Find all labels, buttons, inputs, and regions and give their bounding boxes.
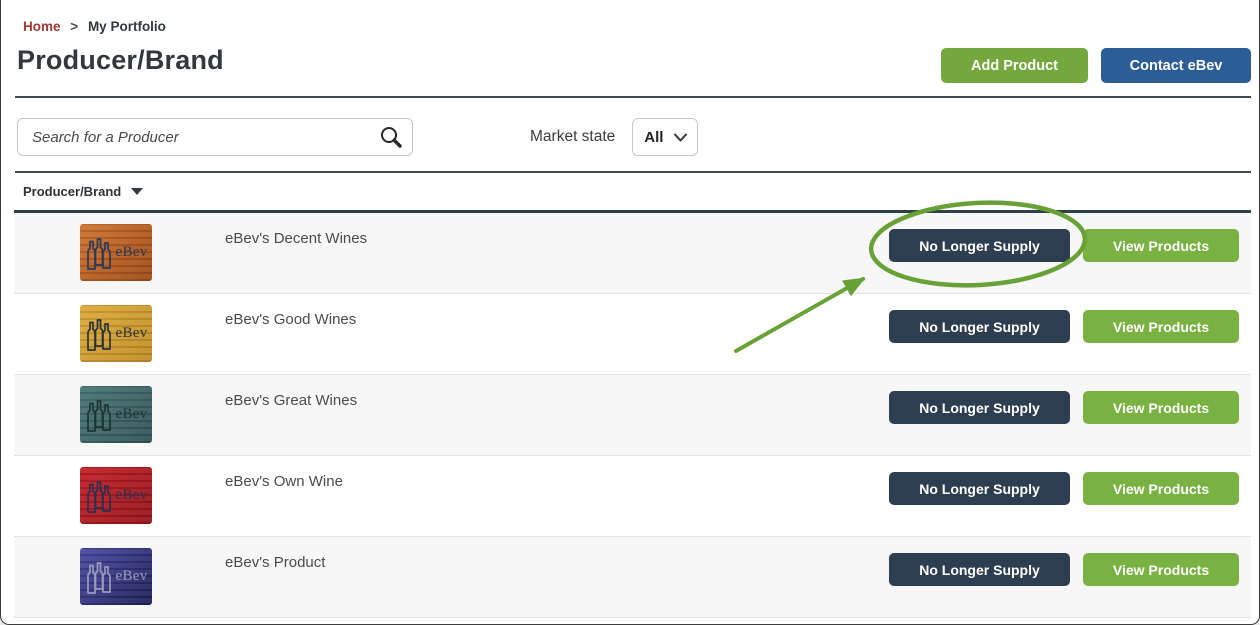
table-row: eBev eBev's Great Wines No Longer Supply…	[14, 375, 1251, 456]
row-actions: No Longer Supply View Products	[889, 229, 1239, 262]
search-icon[interactable]	[379, 125, 403, 149]
breadcrumb-home-link[interactable]: Home	[23, 19, 61, 34]
header-actions: Add Product Contact eBev	[941, 48, 1251, 83]
breadcrumb: Home > My Portfolio	[1, 0, 1259, 34]
no-longer-supply-button[interactable]: No Longer Supply	[889, 229, 1070, 262]
add-product-button[interactable]: Add Product	[941, 48, 1088, 83]
no-longer-supply-button[interactable]: No Longer Supply	[889, 391, 1070, 424]
market-state-select[interactable]: All	[632, 118, 699, 156]
producer-logo: eBev	[80, 467, 152, 524]
no-longer-supply-button[interactable]: No Longer Supply	[889, 472, 1070, 505]
producer-name: eBev's Decent Wines	[225, 230, 368, 247]
producer-name: eBev's Good Wines	[225, 311, 357, 328]
filter-divider	[15, 171, 1251, 173]
logo-wordmark: eBev	[115, 244, 148, 260]
logo-wordmark: eBev	[115, 406, 148, 422]
market-state-value: All	[644, 128, 664, 146]
sort-dropdown-icon[interactable]	[131, 188, 144, 195]
bottles-icon	[87, 399, 112, 432]
logo-wordmark: eBev	[115, 487, 148, 503]
row-actions: No Longer Supply View Products	[889, 472, 1239, 505]
search-input[interactable]	[17, 118, 413, 156]
breadcrumb-current: My Portfolio	[87, 19, 166, 34]
logo-wordmark: eBev	[115, 568, 148, 584]
row-actions: No Longer Supply View Products	[889, 553, 1239, 586]
bottles-icon	[87, 561, 112, 594]
logo-wordmark: eBev	[115, 325, 148, 341]
no-longer-supply-button[interactable]: No Longer Supply	[889, 553, 1070, 586]
contact-ebev-button[interactable]: Contact eBev	[1101, 48, 1251, 83]
table-row: eBev eBev's Good Wines No Longer Supply …	[14, 294, 1251, 375]
producer-list: eBev eBev's Decent Wines No Longer Suppl…	[14, 213, 1251, 618]
market-state-label: Market state	[530, 128, 616, 145]
producer-logo: eBev	[80, 305, 152, 362]
table-row: eBev eBev's Decent Wines No Longer Suppl…	[14, 213, 1251, 294]
view-products-button[interactable]: View Products	[1083, 310, 1239, 343]
table-header-divider	[14, 210, 1251, 213]
table-row: eBev eBev's Own Wine No Longer Supply Vi…	[14, 456, 1251, 537]
view-products-button[interactable]: View Products	[1083, 229, 1239, 262]
view-products-button[interactable]: View Products	[1083, 472, 1239, 505]
title-divider	[15, 96, 1251, 98]
producer-logo: eBev	[80, 548, 152, 605]
row-actions: No Longer Supply View Products	[889, 310, 1239, 343]
producer-name: eBev's Own Wine	[225, 473, 343, 490]
column-header-producer-brand[interactable]: Producer/Brand	[23, 184, 122, 199]
producer-logo: eBev	[80, 386, 152, 443]
bottles-icon	[87, 237, 112, 270]
page-title: Producer/Brand	[17, 45, 224, 75]
filter-row: Market state All	[17, 118, 1251, 156]
title-row: Producer/Brand Add Product Contact eBev	[17, 45, 1251, 83]
row-actions: No Longer Supply View Products	[889, 391, 1239, 424]
table-row: eBev eBev's Product No Longer Supply Vie…	[14, 537, 1251, 618]
bottles-icon	[87, 480, 112, 513]
producer-search	[17, 118, 413, 156]
table-header: Producer/Brand	[1, 173, 1259, 210]
no-longer-supply-button[interactable]: No Longer Supply	[889, 310, 1070, 343]
bottles-icon	[87, 318, 112, 351]
producer-name: eBev's Great Wines	[225, 392, 358, 409]
chevron-down-icon	[674, 133, 688, 141]
producer-name: eBev's Product	[225, 554, 326, 571]
market-state-filter: Market state All	[530, 118, 699, 156]
producer-logo: eBev	[80, 224, 152, 281]
view-products-button[interactable]: View Products	[1083, 391, 1239, 424]
breadcrumb-separator: >	[70, 19, 79, 34]
view-products-button[interactable]: View Products	[1083, 553, 1239, 586]
